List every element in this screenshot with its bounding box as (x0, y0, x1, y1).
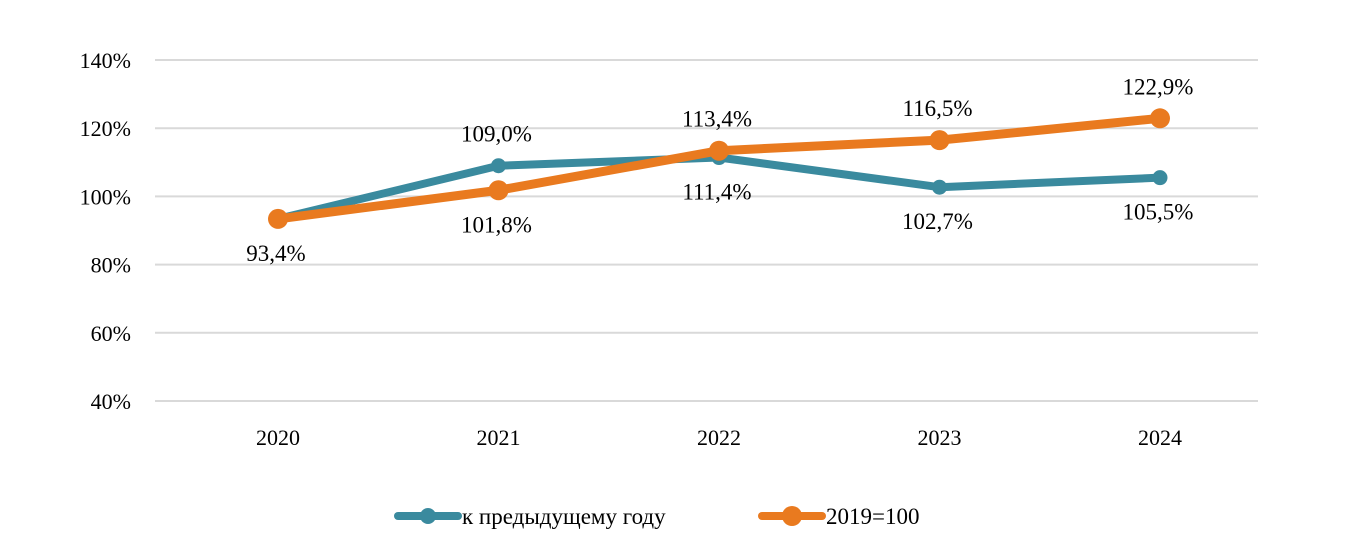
series (268, 108, 1170, 229)
data-point (491, 158, 506, 174)
data-label: 101,8% (461, 212, 532, 237)
data-point (1152, 170, 1168, 186)
x-tick-label: 2024 (1138, 425, 1182, 450)
data-label: 122,9% (1123, 74, 1194, 99)
data-label: 111,4% (682, 180, 751, 205)
x-axis-ticks: 2020 2021 2022 2023 2024 (256, 425, 1182, 450)
data-label: 116,5% (902, 96, 972, 121)
y-tick-label: 120% (80, 116, 131, 141)
data-point (929, 130, 950, 151)
data-label: 93,4% (246, 241, 305, 266)
legend: к предыдущему году 2019=100 (394, 504, 919, 529)
y-tick-label: 40% (91, 389, 131, 414)
x-tick-label: 2022 (697, 425, 741, 450)
legend-label: к предыдущему году (462, 504, 666, 529)
legend-swatch-marker (782, 506, 802, 526)
x-tick-label: 2023 (918, 425, 962, 450)
data-label: 105,5% (1123, 200, 1194, 225)
data-label: 109,0% (461, 122, 532, 147)
gridlines (155, 59, 1258, 402)
data-point (932, 179, 947, 195)
data-point (709, 140, 729, 161)
data-point (488, 180, 509, 201)
legend-swatch-marker (420, 508, 436, 524)
data-label: 102,7% (902, 209, 973, 234)
y-axis-ticks: 40% 60% 80% 100% 120% 140% (80, 48, 131, 414)
data-labels: 93,4% 109,0% 111,4% 102,7% 105,5% 101,8% 113,4… (246, 74, 1193, 266)
legend-label: 2019=100 (826, 504, 919, 529)
data-label: 113,4% (682, 107, 752, 132)
y-tick-label: 140% (80, 48, 131, 73)
x-tick-label: 2020 (256, 425, 300, 450)
y-tick-label: 100% (80, 184, 131, 209)
x-tick-label: 2021 (477, 425, 521, 450)
data-point (1150, 108, 1170, 129)
data-point (268, 208, 288, 229)
y-tick-label: 60% (91, 321, 131, 346)
y-tick-label: 80% (91, 253, 131, 278)
